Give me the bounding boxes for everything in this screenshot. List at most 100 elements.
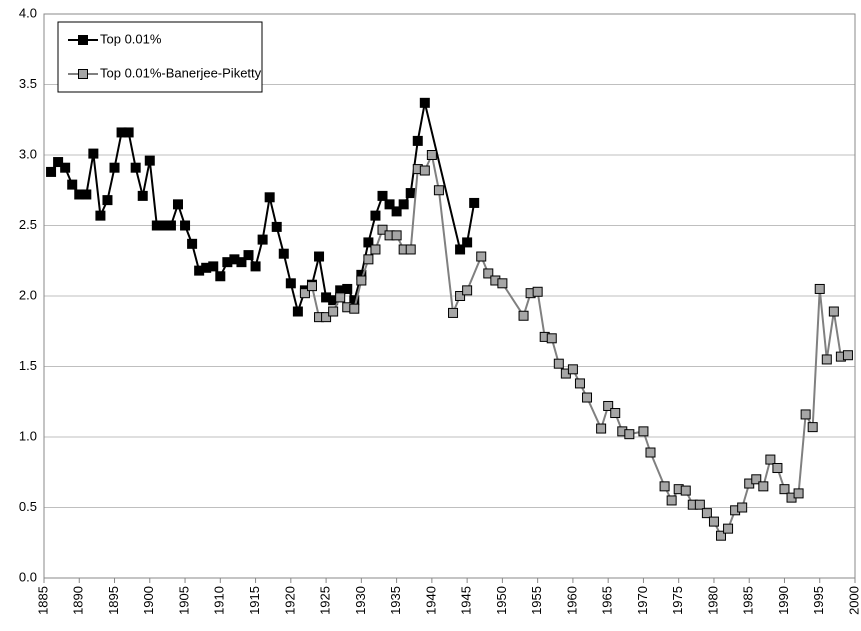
- x-tick-label: 1945: [459, 586, 474, 615]
- point: [553, 358, 564, 369]
- legend-label: Top 0.01%: [100, 31, 162, 46]
- point: [81, 189, 92, 200]
- point: [800, 409, 811, 420]
- x-tick-label: 1900: [141, 586, 156, 615]
- point: [356, 275, 367, 286]
- point: [109, 162, 120, 173]
- point: [377, 224, 388, 235]
- point: [433, 185, 444, 196]
- point: [737, 502, 748, 513]
- point: [321, 312, 332, 323]
- series-line: [50, 102, 476, 316]
- point: [497, 278, 508, 289]
- point: [384, 199, 395, 210]
- point: [574, 378, 585, 389]
- point: [772, 463, 783, 474]
- x-tick-label: 1955: [529, 586, 544, 615]
- point: [455, 291, 466, 301]
- x-tick-label: 1990: [776, 586, 791, 615]
- point: [377, 190, 388, 201]
- x-tick-label: 1885: [35, 586, 50, 615]
- point: [215, 271, 226, 282]
- point: [779, 484, 790, 495]
- point: [455, 244, 466, 255]
- y-tick-label: 3.5: [19, 76, 37, 91]
- point: [532, 286, 543, 297]
- x-tick-label: 1930: [353, 586, 368, 615]
- point: [88, 148, 99, 159]
- point: [264, 192, 275, 203]
- legend-marker: [78, 69, 88, 79]
- point: [102, 195, 113, 206]
- legend-box: [57, 21, 263, 93]
- legend-label: Top 0.01%-Banerjee-Piketty: [100, 65, 262, 80]
- point: [462, 237, 473, 248]
- point: [462, 285, 473, 296]
- point: [285, 278, 296, 289]
- point: [123, 127, 134, 138]
- point: [370, 210, 381, 221]
- y-tick-label: 1.0: [19, 428, 37, 443]
- point: [666, 495, 677, 506]
- point: [596, 423, 607, 434]
- point: [328, 306, 339, 317]
- y-tick-label: 0.0: [19, 569, 37, 584]
- plot-frame: [43, 13, 856, 579]
- point: [349, 303, 360, 314]
- y-tick-label: 1.5: [19, 358, 37, 373]
- point: [363, 237, 374, 248]
- x-tick-label: 1950: [494, 586, 509, 615]
- point: [567, 364, 578, 375]
- point: [758, 481, 769, 492]
- point: [335, 292, 346, 303]
- x-tick-label: 1915: [247, 586, 262, 615]
- point: [243, 250, 254, 261]
- point: [405, 188, 416, 199]
- point: [828, 306, 839, 317]
- x-tick-label: 1970: [635, 586, 650, 615]
- point: [842, 350, 853, 361]
- point: [821, 354, 832, 365]
- x-tick-label: 1935: [388, 586, 403, 615]
- point: [306, 281, 317, 292]
- point: [257, 234, 268, 245]
- point: [271, 221, 282, 232]
- point: [546, 333, 557, 344]
- x-tick-label: 1905: [176, 586, 191, 615]
- point: [187, 238, 198, 249]
- point: [53, 157, 64, 168]
- point: [448, 307, 459, 318]
- point: [483, 268, 494, 279]
- y-tick-label: 2.0: [19, 287, 37, 302]
- point: [250, 261, 261, 272]
- x-tick-label: 2000: [846, 586, 861, 615]
- point: [476, 251, 487, 262]
- point: [144, 155, 155, 166]
- point: [180, 220, 191, 231]
- point: [60, 162, 71, 173]
- point: [137, 190, 148, 201]
- point: [694, 499, 705, 510]
- x-tick-label: 1890: [71, 586, 86, 615]
- point: [130, 162, 141, 173]
- point: [638, 426, 649, 437]
- point: [278, 248, 289, 259]
- point: [708, 516, 719, 527]
- x-tick-label: 1895: [106, 586, 121, 615]
- point: [426, 150, 437, 160]
- point: [405, 244, 416, 255]
- point: [814, 283, 825, 294]
- x-tick-label: 1980: [705, 586, 720, 615]
- point: [680, 485, 691, 496]
- point: [412, 135, 423, 146]
- x-tick-label: 1920: [282, 586, 297, 615]
- point: [716, 530, 727, 541]
- point: [419, 97, 430, 108]
- point: [236, 257, 247, 268]
- point: [95, 210, 106, 221]
- point: [363, 254, 374, 265]
- point: [391, 206, 402, 217]
- point: [723, 523, 734, 534]
- point: [582, 392, 593, 403]
- series-line: [304, 151, 849, 538]
